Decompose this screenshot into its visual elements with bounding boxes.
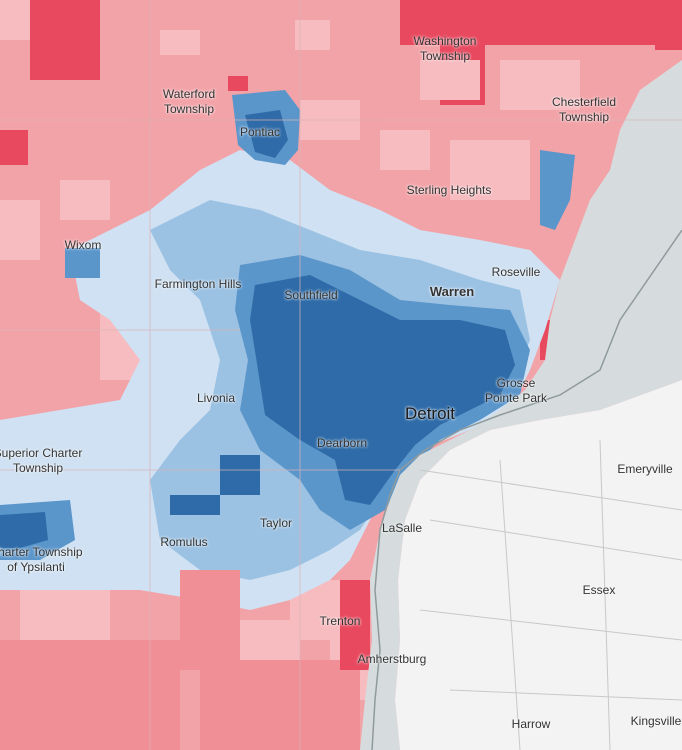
wixom-dem	[65, 248, 100, 278]
label-dearborn: Dearborn	[316, 436, 368, 450]
international-border	[371, 229, 682, 750]
label-lasalle: LaSalle	[381, 521, 423, 535]
label-detroit: Detroit	[404, 404, 456, 423]
ypsilanti-strong	[0, 512, 48, 548]
label-taylor: Taylor	[259, 516, 293, 530]
canada-roads	[419, 439, 682, 750]
label-grosse-pointe-park: Grosse Pointe Park	[484, 376, 548, 405]
label-sterling-heights: Sterling Heights	[406, 183, 492, 197]
detroit-strong	[250, 275, 515, 505]
label-roseville: Roseville	[491, 265, 541, 279]
south-rep-3	[200, 660, 360, 750]
inkster-strong	[220, 455, 260, 495]
label-superior-charter-township: Superior Charter Township	[0, 446, 83, 475]
canada-land	[395, 380, 682, 750]
label-essex: Essex	[582, 583, 616, 597]
label-kingsville: Kingsville	[630, 714, 682, 728]
label-harrow: Harrow	[511, 717, 551, 731]
label-trenton: Trenton	[319, 614, 361, 628]
label-waterford-township: Waterford Township	[162, 87, 216, 116]
label-southfield: Southfield	[284, 288, 338, 302]
south-rep	[0, 640, 180, 750]
macomb-blue-strip	[540, 150, 575, 230]
grosse-ile-rep	[340, 580, 370, 670]
south-rep-2	[180, 570, 240, 670]
label-amherstburg: Amherstburg	[357, 652, 427, 666]
pontiac-strong	[245, 110, 288, 158]
romulus-strong	[170, 495, 220, 515]
label-pontiac: Pontiac	[239, 125, 281, 139]
label-warren: Warren	[429, 284, 475, 299]
label-chesterfield-township: Chesterfield Township	[551, 95, 617, 124]
label-farmington-hills: Farmington Hills	[154, 277, 242, 291]
label-emeryville: Emeryville	[617, 462, 673, 476]
label-wixom: Wixom	[64, 238, 102, 252]
label-romulus: Romulus	[160, 535, 208, 549]
lake-st-clair	[360, 60, 682, 750]
label-washington-township: Washington Township	[413, 34, 477, 63]
label-livonia: Livonia	[196, 391, 236, 405]
label-charter-township-ypsilanti: Charter Township of Ypsilanti	[0, 545, 83, 574]
